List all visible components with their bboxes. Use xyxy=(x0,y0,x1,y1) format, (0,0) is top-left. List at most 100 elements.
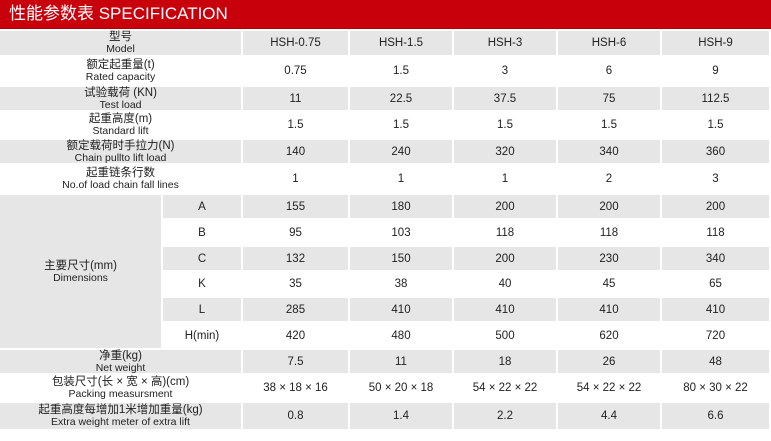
value: 80 × 30 × 22 xyxy=(683,382,748,394)
value-cell: 48 xyxy=(662,350,769,373)
label-en: Model xyxy=(106,43,135,55)
value: 38 xyxy=(394,278,408,290)
value: 6 xyxy=(605,65,613,77)
value-cell: 1 xyxy=(243,165,348,193)
dimension-sublabel: A xyxy=(163,195,241,218)
dimensions-label: 主要尺寸(mm) Dimensions xyxy=(0,195,161,348)
value: 180 xyxy=(391,200,411,213)
label-en: No.of load chain fall lines xyxy=(62,179,179,191)
value: 11 xyxy=(395,355,407,368)
value-cell: 340 xyxy=(558,140,660,163)
value-cell: 11 xyxy=(243,87,348,110)
value-cell: 35 xyxy=(243,272,348,296)
value-cell: 80 × 30 × 22 xyxy=(662,375,769,401)
value: 40 xyxy=(498,278,512,290)
value-cell: 95 xyxy=(243,220,348,245)
value-cell: 340 xyxy=(662,247,769,270)
value: 118 xyxy=(599,226,619,239)
value: 1.4 xyxy=(393,410,409,422)
value-cell: 2 xyxy=(558,165,660,193)
value: 54 × 22 × 22 xyxy=(472,382,538,394)
value: 4.4 xyxy=(601,410,617,422)
value-cell: 500 xyxy=(454,323,556,348)
value: 230 xyxy=(599,252,619,265)
value: 410 xyxy=(599,303,619,316)
label-en: Dimensions xyxy=(53,271,108,284)
value-cell: HSH-6 xyxy=(558,31,660,55)
value: HSH-9 xyxy=(698,37,733,49)
dimension-sublabel: L xyxy=(163,298,241,321)
value: 0.75 xyxy=(284,65,307,77)
value: 1.5 xyxy=(287,119,304,131)
value-cell: 410 xyxy=(662,298,769,321)
value-cell: 6.6 xyxy=(662,403,769,429)
value-cell: 38 xyxy=(350,272,452,296)
sublabel: A xyxy=(198,200,206,213)
value-cell: 1.5 xyxy=(558,112,660,138)
value: 1.5 xyxy=(601,119,617,131)
value-cell: 37.5 xyxy=(454,87,556,110)
value-cell: 4.4 xyxy=(558,403,660,429)
value: 285 xyxy=(285,303,306,316)
value-cell: 54 × 22 × 22 xyxy=(454,375,556,401)
value: 1.5 xyxy=(393,65,409,77)
value: 1.5 xyxy=(707,119,724,131)
row-label: 净重(kg) Net weight xyxy=(0,350,241,374)
value: 11 xyxy=(289,92,302,105)
value: 1.5 xyxy=(393,119,409,131)
value: 200 xyxy=(599,200,619,213)
value: 720 xyxy=(705,329,726,342)
value-cell: HSH-0.75 xyxy=(243,31,348,55)
value: 410 xyxy=(705,303,726,316)
dimension-sublabel: C xyxy=(163,247,241,270)
value: 26 xyxy=(602,355,616,368)
value-cell: 6 xyxy=(558,57,660,85)
value: 1 xyxy=(397,173,405,185)
value-cell: 2.2 xyxy=(454,403,556,429)
value-cell: 200 xyxy=(454,247,556,270)
value-cell: 118 xyxy=(454,220,556,245)
value: 54 × 22 × 22 xyxy=(576,382,642,394)
value-cell: 22.5 xyxy=(350,87,452,110)
value-cell: 410 xyxy=(350,298,452,321)
value-cell: 320 xyxy=(454,140,556,163)
value-cell: 54 × 22 × 22 xyxy=(558,375,660,401)
value-cell: 200 xyxy=(454,195,556,218)
value: 155 xyxy=(285,200,306,213)
value: 240 xyxy=(391,145,411,158)
value: 9 xyxy=(712,65,719,77)
value-cell: 240 xyxy=(350,140,452,163)
value-cell: 1.5 xyxy=(350,112,452,138)
section-title: 性能参数表 SPECIFICATION xyxy=(0,0,771,29)
value: 50 × 20 × 18 xyxy=(368,382,434,394)
dimension-sublabel: H(min) xyxy=(163,323,241,348)
row-label: 起重高度每增加1米增加重量(kg) Extra weight meter of e… xyxy=(0,403,241,429)
value: 2 xyxy=(605,173,613,185)
value-cell: 1 xyxy=(350,165,452,193)
value: 3 xyxy=(712,173,719,185)
value: 0.8 xyxy=(287,410,304,422)
value: 500 xyxy=(495,329,515,342)
value: 340 xyxy=(705,252,726,265)
label-zh: 起重链条行数 xyxy=(86,167,155,179)
value: 95 xyxy=(289,226,302,239)
value: HSH-6 xyxy=(591,37,627,49)
value: 37.5 xyxy=(493,92,517,105)
value-cell: 480 xyxy=(350,323,452,348)
value: HSH-0.75 xyxy=(270,37,321,49)
spec-table: 型号 Model HSH-0.75 HSH-1.5 HSH-3 HSH-6 HSH-9 额定起… xyxy=(0,31,769,429)
value-cell: 140 xyxy=(243,140,348,163)
value: 6.6 xyxy=(707,410,724,422)
row-label: 起重高度(m) Standard lift xyxy=(0,112,241,138)
value-cell: 1 xyxy=(454,165,556,193)
value-cell: 7.5 xyxy=(243,350,348,373)
row-label: 额定起重量(t) Rated capacity xyxy=(0,57,241,85)
value: 65 xyxy=(709,278,722,290)
label-zh: 起重高度每增加1米增加重量(kg) xyxy=(38,404,203,416)
value-cell: 118 xyxy=(662,220,769,245)
sublabel: B xyxy=(198,226,206,239)
value: 7.5 xyxy=(287,355,304,368)
value: 22.5 xyxy=(389,92,413,105)
value: 360 xyxy=(705,145,726,158)
value: 2.2 xyxy=(497,410,513,422)
